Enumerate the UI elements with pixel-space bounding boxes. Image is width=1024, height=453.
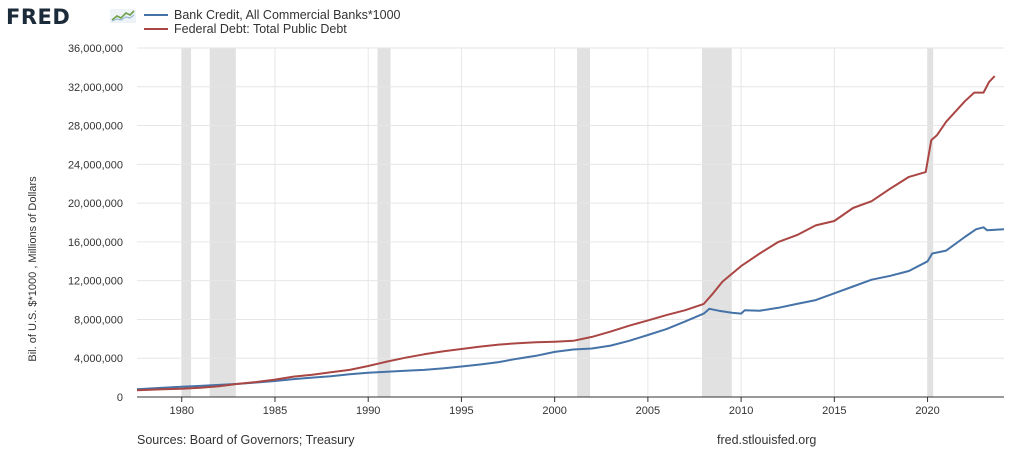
chart-svg: 0 4,000,000 8,000,000 12,000,000 16,000,000 2… bbox=[27, 43, 1005, 417]
recession-bands bbox=[181, 48, 934, 397]
y-tick-label: 20,000,000 bbox=[68, 198, 123, 210]
recession-band bbox=[209, 48, 236, 397]
y-tick-label: 8,000,000 bbox=[74, 314, 123, 326]
y-tick-label: 0 bbox=[117, 392, 123, 404]
x-tick-label: 1995 bbox=[449, 405, 473, 417]
recession-band bbox=[377, 48, 391, 397]
fred-url-link[interactable]: fred.stlouisfed.org bbox=[717, 433, 817, 447]
y-tick-label: 16,000,000 bbox=[68, 237, 123, 249]
legend-swatch-federal-debt bbox=[144, 28, 168, 30]
y-tick-label: 28,000,000 bbox=[68, 121, 123, 133]
x-tick-label: 2000 bbox=[542, 405, 566, 417]
y-tick-label: 36,000,000 bbox=[68, 43, 123, 55]
legend-label-federal-debt: Federal Debt: Total Public Debt bbox=[174, 22, 347, 36]
x-tick-label: 1980 bbox=[170, 405, 194, 417]
gridlines bbox=[137, 47, 1004, 397]
x-tick-label: 1990 bbox=[356, 405, 380, 417]
y-tick-label: 12,000,000 bbox=[68, 276, 123, 288]
sources-text: Sources: Board of Governors; Treasury bbox=[137, 433, 355, 447]
series-line-federal-debt bbox=[136, 75, 996, 392]
y-tick-label: 4,000,000 bbox=[74, 353, 123, 365]
legend-swatch-bank-credit bbox=[144, 14, 168, 16]
legend-item-federal-debt: Federal Debt: Total Public Debt bbox=[144, 22, 347, 36]
fred-logo[interactable]: FRED bbox=[6, 5, 71, 29]
series-lines bbox=[136, 75, 1005, 392]
x-tick-label: 1985 bbox=[263, 405, 287, 417]
series-line-bank-credit bbox=[136, 226, 1005, 391]
line-graph-icon bbox=[110, 9, 136, 23]
x-tick-label: 2020 bbox=[915, 405, 939, 417]
recession-band bbox=[577, 48, 591, 397]
x-tick-label: 2015 bbox=[822, 405, 846, 417]
recession-band bbox=[701, 48, 732, 397]
y-tick-label: 24,000,000 bbox=[68, 159, 123, 171]
legend-item-bank-credit: Bank Credit, All Commercial Banks*1000 bbox=[144, 8, 401, 22]
legend-label-bank-credit: Bank Credit, All Commercial Banks*1000 bbox=[174, 8, 401, 22]
x-tick-label: 2010 bbox=[729, 405, 753, 417]
recession-band bbox=[181, 48, 192, 397]
y-axis-label: Bil. of U.S. $*1000 , Millions of Dollar… bbox=[27, 176, 39, 362]
x-tick-label: 2005 bbox=[636, 405, 660, 417]
recession-band bbox=[927, 48, 934, 397]
axes: 0 4,000,000 8,000,000 12,000,000 16,000,000 2… bbox=[68, 43, 1004, 417]
y-tick-label: 32,000,000 bbox=[68, 82, 123, 94]
